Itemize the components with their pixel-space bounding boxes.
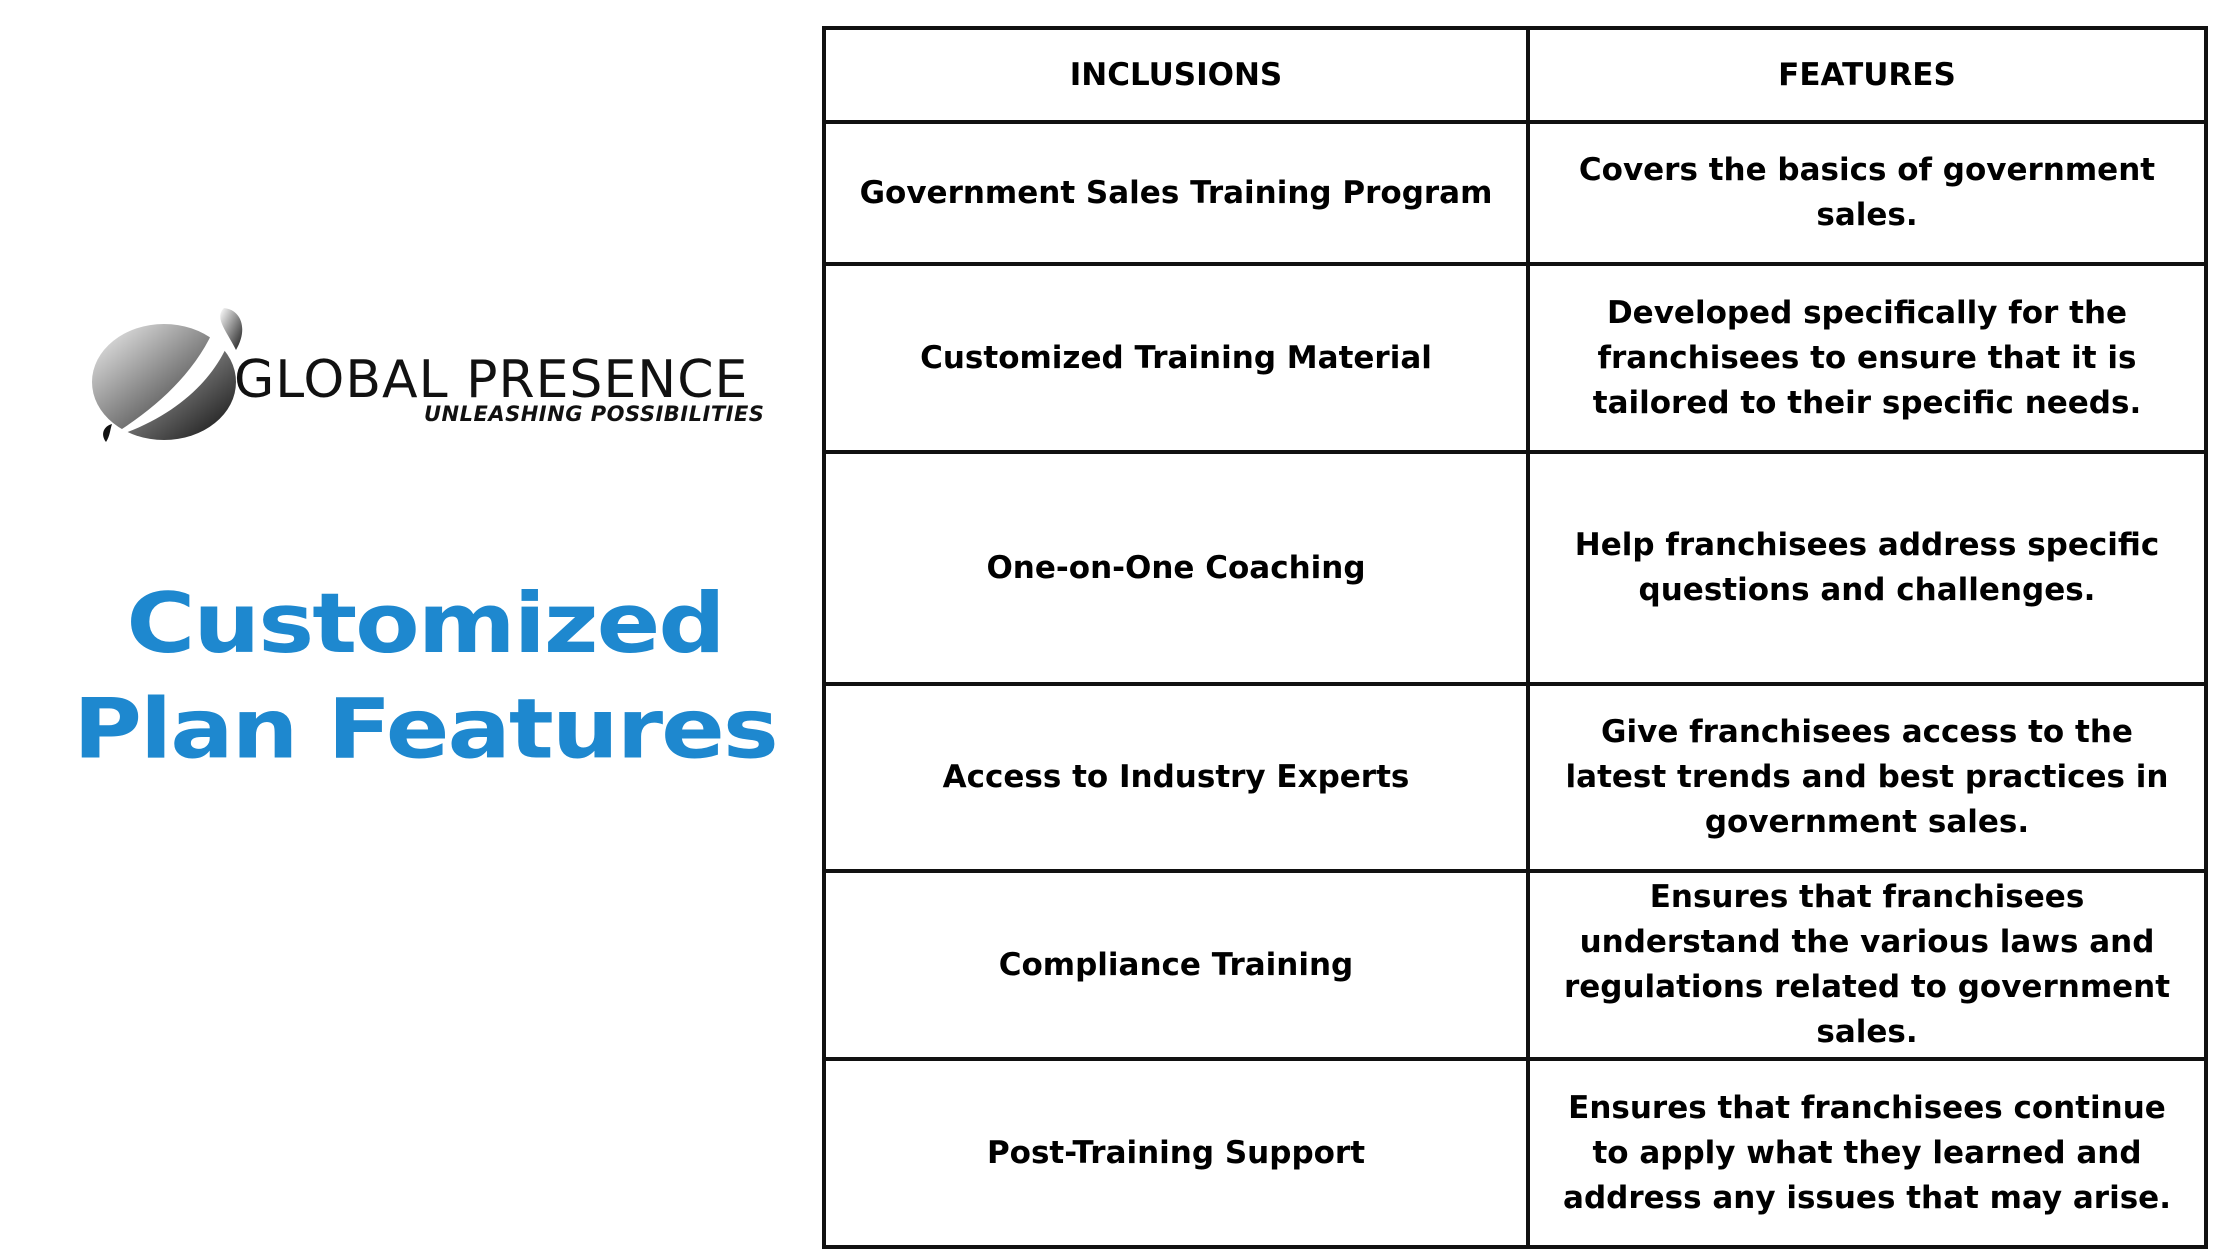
feature-cell: Ensures that franchisees understand the … — [1526, 869, 2208, 1061]
inclusion-cell: Post-Training Support — [822, 1057, 1530, 1249]
page-title-line-1: Customized — [126, 576, 725, 673]
table-row: Customized Training Material Developed s… — [822, 262, 2208, 454]
plan-features-table: INCLUSIONS FEATURES Government Sales Tra… — [822, 26, 2208, 1249]
inclusion-cell: One-on-One Coaching — [822, 450, 1530, 686]
column-header-inclusions: INCLUSIONS — [822, 26, 1530, 124]
inclusion-cell: Access to Industry Experts — [822, 682, 1530, 873]
inclusion-cell: Customized Training Material — [822, 262, 1530, 454]
brand-tagline: UNLEASHING POSSIBILITIES — [424, 402, 765, 426]
feature-cell: Developed specifically for the franchise… — [1526, 262, 2208, 454]
table-row: Compliance Training Ensures that franchi… — [822, 869, 2208, 1061]
table-row: Post-Training Support Ensures that franc… — [822, 1057, 2208, 1249]
globe-swoosh-icon — [92, 308, 243, 442]
table-row: One-on-One Coaching Help franchisees add… — [822, 450, 2208, 686]
inclusion-cell: Government Sales Training Program — [822, 120, 1530, 266]
inclusion-cell: Compliance Training — [822, 869, 1530, 1061]
column-header-features: FEATURES — [1526, 26, 2208, 124]
page-title: Customized Plan Features — [40, 572, 810, 783]
table-header-row: INCLUSIONS FEATURES — [822, 26, 2208, 124]
brand-name: GLOBAL PRESENCE — [234, 350, 749, 410]
table-row: Government Sales Training Program Covers… — [822, 120, 2208, 266]
feature-cell: Help franchisees address specific questi… — [1526, 450, 2208, 686]
feature-cell: Covers the basics of government sales. — [1526, 120, 2208, 266]
brand-logo: GLOBAL PRESENCE UNLEASHING POSSIBILITIES — [86, 300, 764, 450]
table-row: Access to Industry Experts Give franchis… — [822, 682, 2208, 873]
page-title-line-2: Plan Features — [73, 682, 779, 778]
feature-cell: Give franchisees access to the latest tr… — [1526, 682, 2208, 873]
feature-cell: Ensures that franchisees continue to app… — [1526, 1057, 2208, 1249]
